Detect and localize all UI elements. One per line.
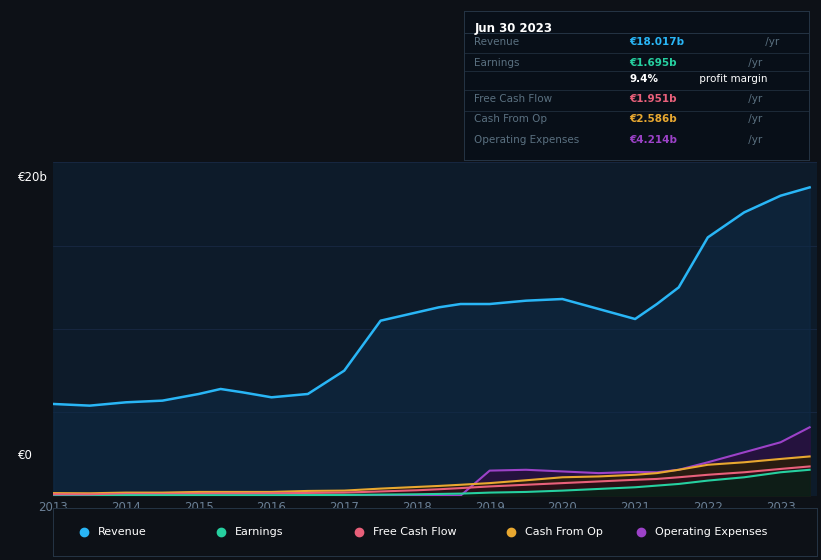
Text: Cash From Op: Cash From Op [525, 527, 603, 536]
Text: /yr: /yr [745, 94, 763, 104]
Text: €0: €0 [18, 449, 33, 462]
Text: /yr: /yr [745, 114, 763, 124]
Text: €20b: €20b [18, 171, 48, 184]
Text: Cash From Op: Cash From Op [475, 114, 548, 124]
Text: Free Cash Flow: Free Cash Flow [373, 527, 456, 536]
Text: Revenue: Revenue [475, 37, 520, 47]
Text: €1.951b: €1.951b [630, 94, 677, 104]
Text: Jun 30 2023: Jun 30 2023 [475, 22, 553, 35]
Text: Free Cash Flow: Free Cash Flow [475, 94, 553, 104]
Text: Revenue: Revenue [98, 527, 146, 536]
Text: Operating Expenses: Operating Expenses [475, 135, 580, 145]
Text: profit margin: profit margin [695, 74, 767, 84]
Text: €2.586b: €2.586b [630, 114, 677, 124]
Text: /yr: /yr [745, 58, 763, 68]
Text: €18.017b: €18.017b [630, 37, 685, 47]
Text: €4.214b: €4.214b [630, 135, 677, 145]
Text: Earnings: Earnings [235, 527, 283, 536]
Text: Earnings: Earnings [475, 58, 520, 68]
Text: €1.695b: €1.695b [630, 58, 677, 68]
Text: 9.4%: 9.4% [630, 74, 658, 84]
Text: /yr: /yr [745, 135, 763, 145]
Text: /yr: /yr [762, 37, 779, 47]
Text: Operating Expenses: Operating Expenses [655, 527, 768, 536]
